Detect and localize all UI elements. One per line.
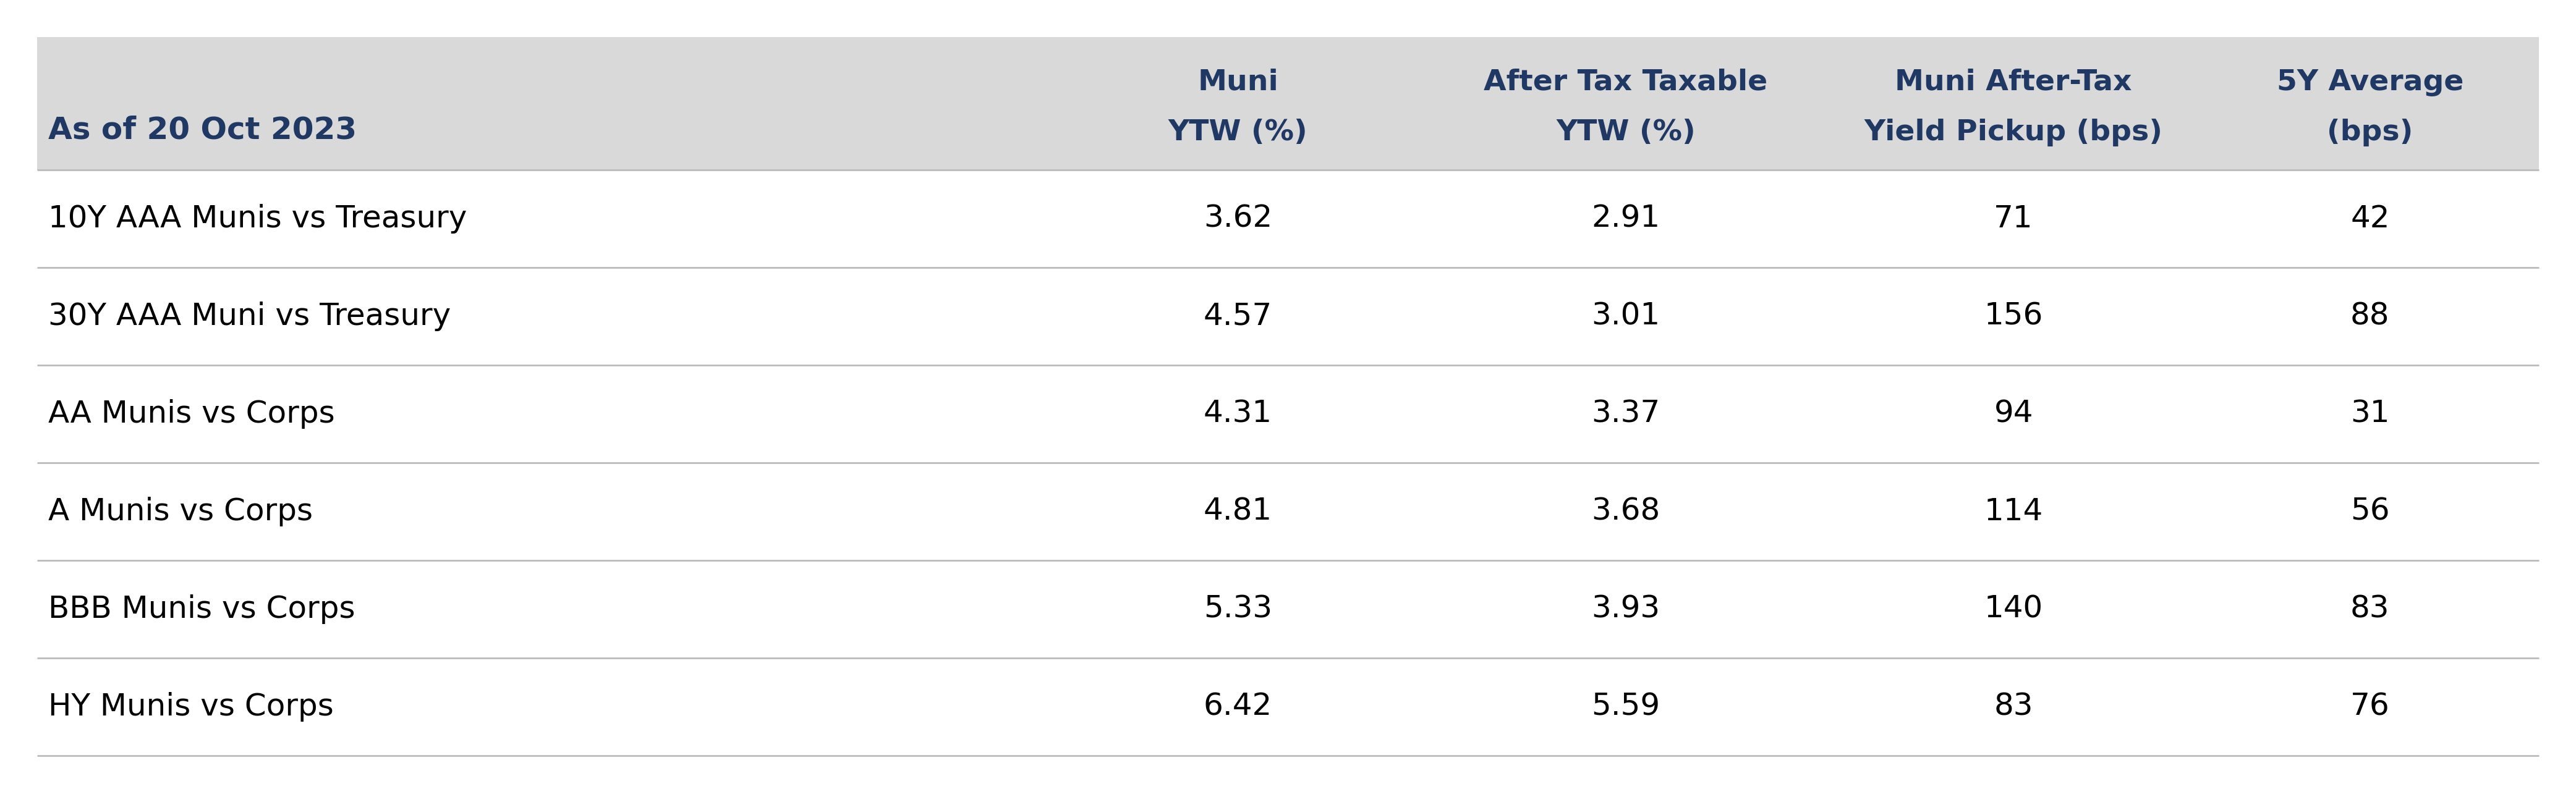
Text: 3.37: 3.37 xyxy=(1592,399,1659,428)
Text: 140: 140 xyxy=(1984,594,2043,624)
Text: 3.62: 3.62 xyxy=(1203,204,1273,234)
Text: AA Munis vs Corps: AA Munis vs Corps xyxy=(49,399,335,428)
Text: 31: 31 xyxy=(2349,399,2391,428)
Text: 71: 71 xyxy=(1994,204,2032,234)
Text: 156: 156 xyxy=(1984,301,2043,331)
Text: 3.01: 3.01 xyxy=(1592,301,1659,331)
Text: 88: 88 xyxy=(2349,301,2391,331)
Text: Muni After-Tax: Muni After-Tax xyxy=(1896,69,2133,96)
Text: 76: 76 xyxy=(2349,692,2391,722)
Text: 30Y AAA Muni vs Treasury: 30Y AAA Muni vs Treasury xyxy=(49,301,451,331)
Text: YTW (%): YTW (%) xyxy=(1170,119,1309,147)
Text: BBB Munis vs Corps: BBB Munis vs Corps xyxy=(49,594,355,624)
Text: 2.91: 2.91 xyxy=(1592,204,1659,234)
Text: A Munis vs Corps: A Munis vs Corps xyxy=(49,497,312,526)
Text: 4.57: 4.57 xyxy=(1203,301,1273,331)
Text: 4.81: 4.81 xyxy=(1203,497,1273,526)
Text: 114: 114 xyxy=(1984,497,2043,526)
Text: 5.59: 5.59 xyxy=(1592,692,1659,722)
Text: After Tax Taxable: After Tax Taxable xyxy=(1484,69,1767,96)
Text: 5Y Average: 5Y Average xyxy=(2277,69,2463,96)
Text: 3.93: 3.93 xyxy=(1592,594,1659,624)
Text: YTW (%): YTW (%) xyxy=(1556,119,1695,147)
Text: Yield Pickup (bps): Yield Pickup (bps) xyxy=(1865,119,2164,147)
Text: (bps): (bps) xyxy=(2326,119,2414,147)
Text: HY Munis vs Corps: HY Munis vs Corps xyxy=(49,692,335,722)
Text: 83: 83 xyxy=(1994,692,2032,722)
Text: 10Y AAA Munis vs Treasury: 10Y AAA Munis vs Treasury xyxy=(49,204,466,234)
Text: 56: 56 xyxy=(2349,497,2391,526)
Bar xyxy=(36,37,2540,170)
Text: Muni: Muni xyxy=(1198,69,1278,96)
Text: 94: 94 xyxy=(1994,399,2032,428)
Text: 3.68: 3.68 xyxy=(1592,497,1659,526)
Text: 6.42: 6.42 xyxy=(1203,692,1273,722)
Text: 4.31: 4.31 xyxy=(1203,399,1273,428)
Text: As of 20 Oct 2023: As of 20 Oct 2023 xyxy=(49,115,355,145)
Text: 5.33: 5.33 xyxy=(1203,594,1273,624)
Text: 42: 42 xyxy=(2349,204,2391,234)
Text: 83: 83 xyxy=(2349,594,2391,624)
